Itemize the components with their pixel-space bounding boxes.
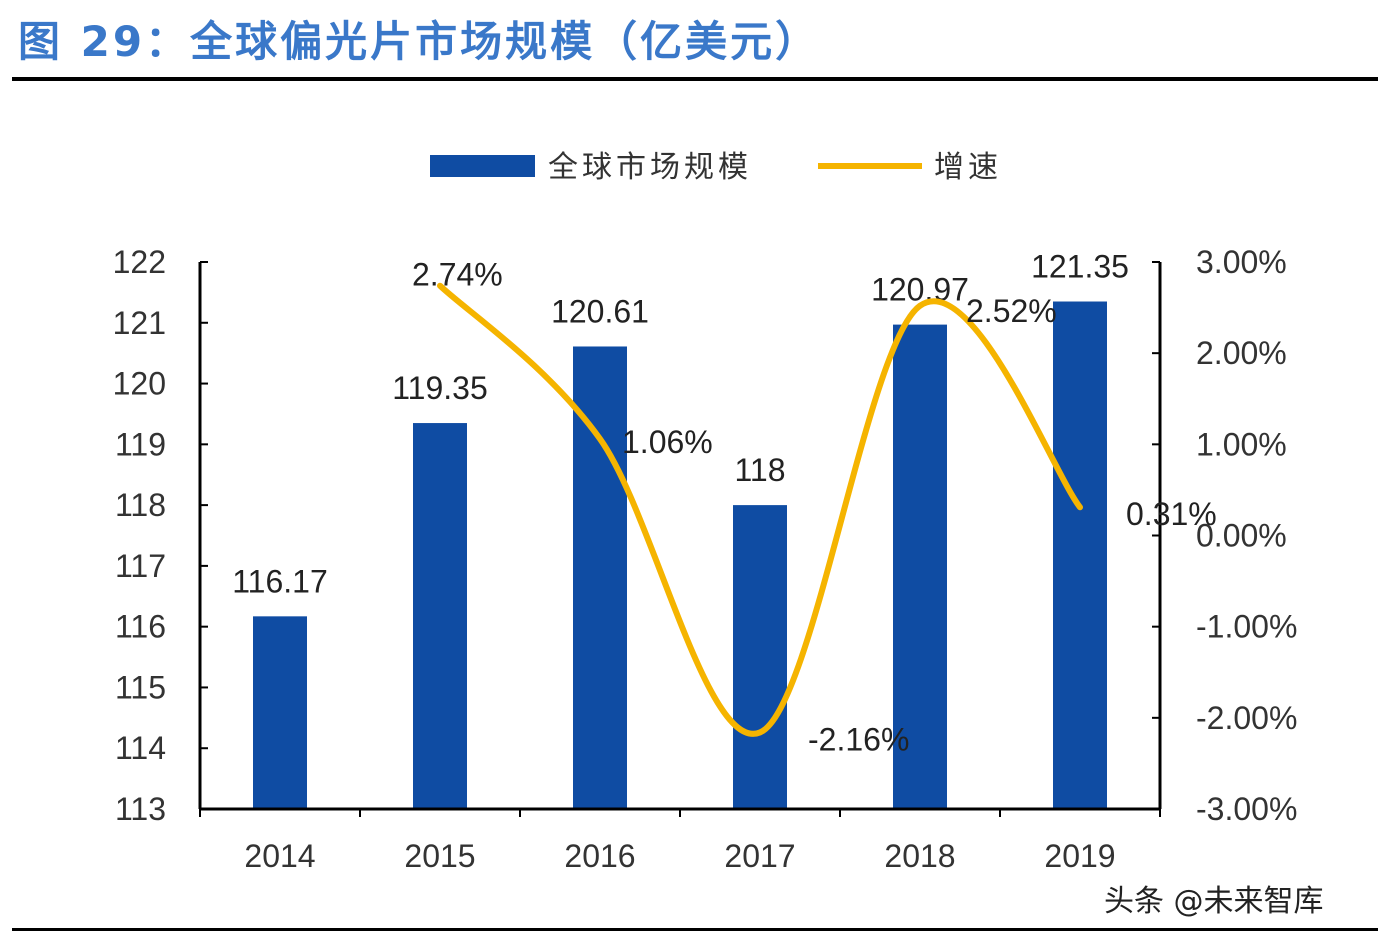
growth-line [437,282,1083,737]
x-tick-label: 2014 [244,838,315,874]
watermark: 头条 @未来智库 [1104,884,1324,919]
left-tick-label: 118 [115,487,166,523]
growth-value-label: 2.74% [412,257,503,293]
right-tick-label: 1.00% [1196,426,1287,462]
left-tick-label: 121 [113,305,166,341]
legend-label-line: 增速 [934,150,1002,185]
growth-value-label: 1.06% [622,424,713,460]
bar-value-label: 120.61 [551,293,649,329]
left-tick-label: 114 [115,730,166,766]
bar-2019 [1053,301,1107,809]
left-tick-label: 122 [113,244,166,280]
right-tick-label: 3.00% [1196,244,1287,280]
growth-value-label: -2.16% [808,721,909,757]
left-tick-label: 116 [115,609,166,645]
growth-value-label: 2.52% [966,293,1057,329]
legend-swatch-bar [430,155,535,177]
figure-title: 图 29：全球偏光片市场规模（亿美元） [18,17,821,66]
bar-2016 [573,346,627,809]
growth-value-label: 0.31% [1126,496,1217,532]
right-tick-label: 0.00% [1196,518,1287,554]
x-tick-label: 2019 [1044,838,1115,874]
right-tick-label: -2.00% [1196,700,1297,736]
left-tick-label: 115 [115,669,166,705]
left-tick-label: 113 [115,791,166,827]
legend-label-bar: 全球市场规模 [548,150,752,185]
bar-value-label: 118 [734,452,785,488]
bar-value-label: 120.97 [871,272,969,308]
bar-2018 [893,324,947,809]
x-tick-label: 2018 [884,838,955,874]
bar-value-label: 116.17 [232,563,328,599]
right-tick-label: 2.00% [1196,335,1287,371]
bottom-rule [12,928,1378,931]
left-tick-label: 120 [113,366,166,402]
top-rule [12,77,1378,81]
x-tick-label: 2015 [404,838,475,874]
bar-2017 [733,505,787,809]
bar-value-label: 121.35 [1031,249,1129,285]
bar-2015 [413,423,467,809]
right-tick-label: -1.00% [1196,609,1297,645]
right-tick-label: -3.00% [1196,791,1297,827]
bar-2014 [253,616,307,809]
bar-value-label: 119.35 [392,370,488,406]
left-tick-label: 117 [115,548,166,584]
x-tick-label: 2017 [724,838,795,874]
x-tick-label: 2016 [564,838,635,874]
left-tick-label: 119 [115,426,166,462]
